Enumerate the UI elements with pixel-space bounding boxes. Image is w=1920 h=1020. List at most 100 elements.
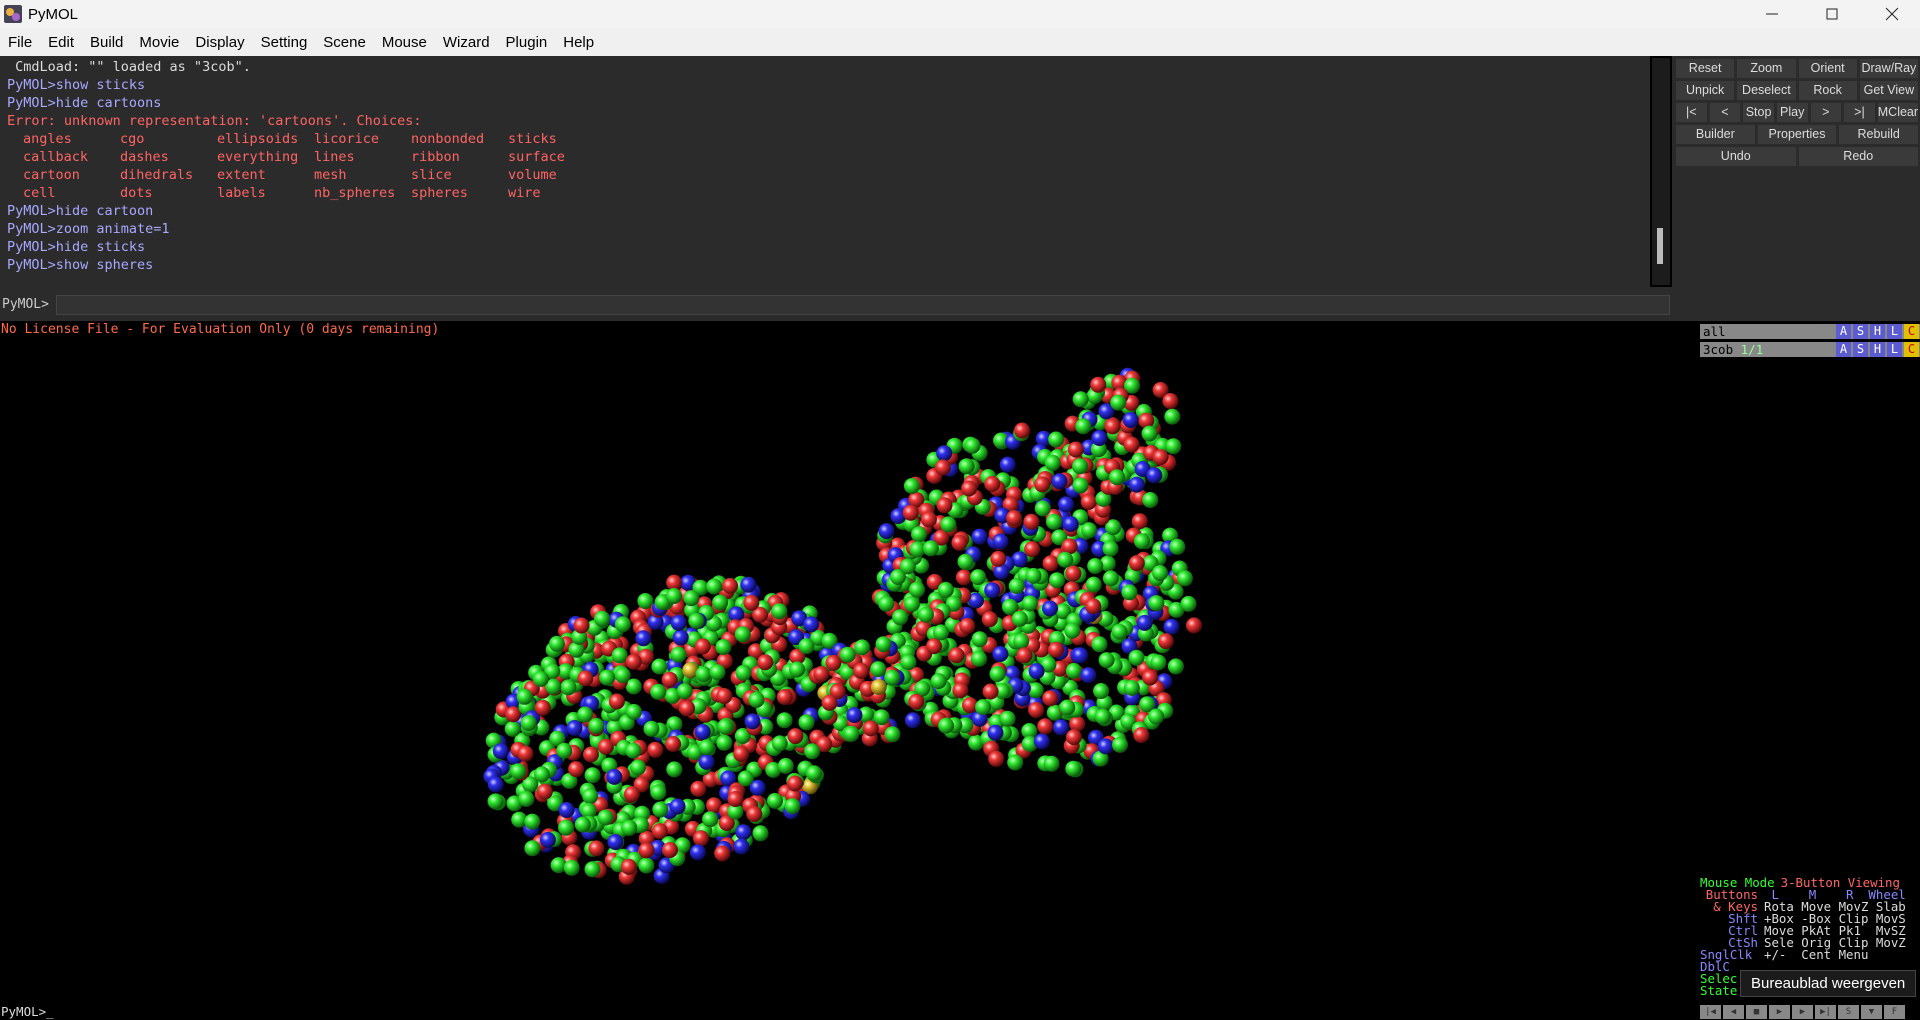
object-button[interactable]: S <box>1853 324 1868 339</box>
atom <box>1048 641 1064 658</box>
atom <box>1021 735 1038 752</box>
object-button[interactable]: C <box>1904 324 1919 339</box>
atom <box>1134 461 1151 477</box>
toolbar-button[interactable]: Reset <box>1676 59 1735 78</box>
toolbar-button[interactable]: Rebuild <box>1839 125 1919 144</box>
atom <box>720 770 737 787</box>
playback-button[interactable]: ▶| <box>1815 1005 1836 1019</box>
object-button[interactable]: S <box>1853 342 1868 357</box>
toolbar-button[interactable]: Deselect <box>1737 81 1796 100</box>
mouse-row: Shft +Box -Box Clip MovS <box>1700 912 1920 925</box>
menu-item[interactable]: Display <box>195 34 245 51</box>
toolbar-button[interactable]: Builder <box>1676 125 1755 144</box>
bottom-prompt[interactable]: PyMOL>_ <box>1 1004 54 1019</box>
menu-item[interactable]: Build <box>90 34 124 51</box>
atom <box>1109 469 1125 486</box>
playback-button[interactable]: ◀ <box>1723 1005 1744 1019</box>
toolbar-button[interactable]: Stop <box>1743 103 1774 122</box>
toolbar-button[interactable]: Rock <box>1798 81 1857 100</box>
choice: slice <box>411 167 452 183</box>
toolbar-button[interactable]: MClear <box>1877 103 1919 122</box>
mouse-label: Ctrl <box>1728 923 1758 938</box>
atom <box>1065 729 1082 746</box>
playback-button[interactable]: S <box>1838 1005 1859 1019</box>
playback-button[interactable]: ▶ <box>1769 1005 1790 1019</box>
atom <box>544 663 561 680</box>
atom <box>884 726 901 743</box>
toolbar-button[interactable]: Unpick <box>1676 81 1735 100</box>
object-button[interactable]: H <box>1870 342 1885 357</box>
atom <box>1042 690 1059 707</box>
object-button[interactable]: H <box>1870 324 1885 339</box>
atom <box>1162 393 1179 409</box>
toolbar-button[interactable]: Undo <box>1676 147 1796 166</box>
scrollbar[interactable] <box>1652 58 1670 285</box>
command-input[interactable] <box>56 295 1670 315</box>
choices-row: cartoon dihedrals extent mesh slice volume <box>0 166 1650 184</box>
molecule-viewer[interactable] <box>0 321 1700 1002</box>
toolbar-button[interactable]: Draw/Ray <box>1859 59 1918 78</box>
atom <box>625 653 642 670</box>
atom <box>1021 723 1038 739</box>
menu-item[interactable]: Mouse <box>381 34 427 51</box>
mouse-mode-panel: Mouse Mode 3-Button Viewing Buttons L M R … <box>1700 876 1920 997</box>
menu-item[interactable]: Movie <box>139 34 180 51</box>
object-button[interactable]: L <box>1887 324 1902 339</box>
object-row[interactable]: 3cob 1/1 A S H L C <box>1700 342 1920 357</box>
atom <box>698 739 715 756</box>
atom <box>692 579 709 596</box>
atom <box>577 706 594 723</box>
atom <box>689 844 706 861</box>
atom <box>975 699 992 716</box>
object-button[interactable]: A <box>1836 324 1851 339</box>
mouse-row: Buttons L M R Wheel <box>1700 888 1920 901</box>
object-button[interactable]: C <box>1904 342 1919 357</box>
playback-button[interactable]: |◀ <box>1700 1005 1721 1019</box>
window-controls[interactable] <box>1750 0 1920 29</box>
atom <box>1142 555 1159 572</box>
object-row[interactable]: all A S H L C <box>1700 324 1920 339</box>
toolbar-button[interactable]: < <box>1709 103 1741 122</box>
atom <box>662 842 678 858</box>
menu-item[interactable]: Scene <box>323 34 366 51</box>
toolbar-button[interactable]: Zoom <box>1737 59 1796 78</box>
menu-item[interactable]: Help <box>563 34 595 51</box>
mouse-value: Rota Move MovZ Slab <box>1764 899 1906 914</box>
atom <box>757 654 774 671</box>
atom <box>597 809 614 826</box>
playback-button[interactable]: ▶ <box>1792 1005 1813 1019</box>
atom <box>971 528 988 545</box>
playback-button[interactable]: ▼ <box>1861 1005 1882 1019</box>
playback-button[interactable]: ■ <box>1746 1005 1767 1019</box>
choices-row: angles cgo ellipsoids licorice nonbonded stic… <box>0 130 1650 148</box>
toolbar-button[interactable]: Redo <box>1798 147 1918 166</box>
toolbar-button[interactable]: > <box>1810 103 1842 122</box>
toolbar-button[interactable]: >| <box>1844 103 1875 122</box>
atom <box>791 610 808 627</box>
atom <box>1105 519 1122 536</box>
atom <box>903 478 920 494</box>
playback-button[interactable]: F <box>1884 1005 1905 1019</box>
menu-item[interactable]: Setting <box>260 34 308 51</box>
atom <box>1028 702 1045 718</box>
atom <box>1091 430 1108 446</box>
atom <box>1013 633 1030 650</box>
toolbar-button[interactable]: |< <box>1676 103 1707 122</box>
atom <box>1128 476 1145 493</box>
object-button[interactable]: A <box>1836 342 1851 357</box>
toolbar-button[interactable]: Get View <box>1859 81 1918 100</box>
menu-item[interactable]: Edit <box>48 34 75 51</box>
menu-item[interactable]: Wizard <box>442 34 490 51</box>
atom <box>743 594 760 611</box>
atom <box>1065 565 1082 582</box>
atom <box>669 798 686 815</box>
menu-item[interactable]: Plugin <box>505 34 548 51</box>
object-button[interactable]: L <box>1887 342 1902 357</box>
toolbar-button[interactable]: Play <box>1776 103 1808 122</box>
toolbar-button[interactable]: Orient <box>1798 59 1857 78</box>
menu-item[interactable]: File <box>8 34 33 51</box>
toolbar-button[interactable]: Properties <box>1757 125 1837 144</box>
atom <box>767 792 783 809</box>
atom <box>989 666 1006 682</box>
atom <box>574 816 591 833</box>
